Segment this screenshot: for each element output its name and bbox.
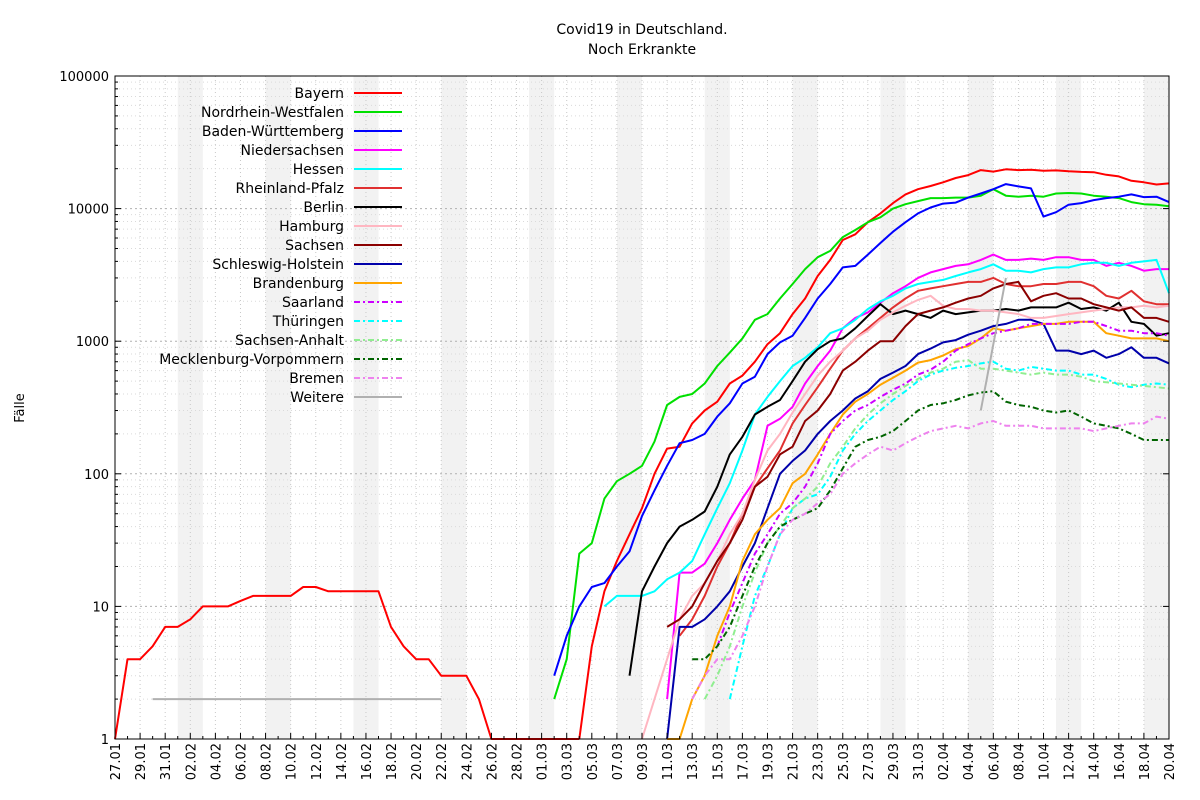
x-tick-label: 16.02 xyxy=(360,743,375,780)
x-tick-label: 14.02 xyxy=(335,743,350,780)
legend-label: Hamburg xyxy=(279,219,344,235)
weekend-band xyxy=(616,76,642,739)
x-tick-label: 27.01 xyxy=(109,743,124,780)
y-axis-label: Fälle xyxy=(13,393,28,422)
legend-label: Niedersachsen xyxy=(241,143,344,159)
series-line-mecklenburg-vorpommern xyxy=(692,390,1169,661)
legend-label: Mecklenburg-Vorpommern xyxy=(159,352,344,368)
legend-label: Bayern xyxy=(295,86,344,102)
x-tick-label: 29.01 xyxy=(134,743,149,780)
legend-label: Saarland xyxy=(282,295,344,311)
weekend-band xyxy=(1056,76,1082,739)
series-line-nordrhein-westfalen xyxy=(553,188,1170,700)
legend-label: Hessen xyxy=(293,162,344,178)
series-line-weitere xyxy=(979,277,1007,411)
legend-label: Sachsen xyxy=(285,238,344,254)
x-tick-label: 05.03 xyxy=(586,743,601,780)
x-tick-label: 31.01 xyxy=(159,743,174,780)
series-layer xyxy=(114,168,1170,740)
x-tick-label: 25.03 xyxy=(837,743,852,780)
legend-label: Schleswig-Holstein xyxy=(212,257,344,273)
x-tick-label: 24.02 xyxy=(460,743,475,780)
series-line-brandenburg xyxy=(667,320,1170,740)
weekend-band xyxy=(177,76,203,739)
x-tick-label: 12.04 xyxy=(1063,743,1078,780)
weekend-band xyxy=(1143,76,1169,739)
legend: Bayern Nordrhein-Westfalen Baden-Württembe… xyxy=(159,86,402,406)
series-line-hamburg xyxy=(641,294,1170,740)
series-line-niedersachsen xyxy=(666,253,1169,700)
x-tick-label: 21.03 xyxy=(787,743,802,780)
x-tick-label: 28.02 xyxy=(511,743,526,780)
x-tick-label: 14.04 xyxy=(1088,743,1103,780)
x-tick-label: 04.04 xyxy=(962,743,977,780)
weekend-band xyxy=(441,76,467,739)
x-tick-label: 01.03 xyxy=(536,743,551,780)
series-line-sachsen-anhalt xyxy=(703,359,1170,700)
weekend-band xyxy=(353,76,379,739)
y-tick-label: 10 xyxy=(92,600,109,615)
series-line-saarland xyxy=(716,320,1170,647)
legend-label: Nordrhein-Westfalen xyxy=(201,105,344,121)
series-line-rheinland-pfalz xyxy=(678,276,1169,637)
legend-label: Weitere xyxy=(290,390,344,406)
x-tick-label: 31.03 xyxy=(912,743,927,780)
series-line-berlin xyxy=(628,301,1170,676)
legend-label: Baden-Württemberg xyxy=(202,124,344,140)
x-tick-label: 20.02 xyxy=(410,743,425,780)
y-tick-label: 100000 xyxy=(59,70,109,85)
x-tick-label: 18.02 xyxy=(385,743,400,780)
legend-label: Bremen xyxy=(289,371,344,387)
y-tick-label: 10000 xyxy=(68,203,109,218)
y-tick-label: 100 xyxy=(84,468,109,483)
x-tick-label: 09.03 xyxy=(636,743,651,780)
series-line-schleswig-holstein xyxy=(666,318,1170,740)
series-line-hessen xyxy=(603,258,1170,608)
series-line-baden-w-rttemberg xyxy=(553,183,1170,676)
legend-label: Sachsen-Anhalt xyxy=(235,333,344,349)
legend-label: Brandenburg xyxy=(253,276,344,292)
x-tick-label: 04.02 xyxy=(209,743,224,780)
x-tick-label: 02.02 xyxy=(184,743,199,780)
x-tick-label: 10.02 xyxy=(285,743,300,780)
legend-label: Berlin xyxy=(303,200,344,216)
chart-subtitle: Noch Erkrankte xyxy=(588,42,696,58)
weekend-band xyxy=(265,76,291,739)
x-tick-label: 11.03 xyxy=(661,743,676,780)
x-axis-ticks: 27.01 29.01 31.01 02.02 04.02 06.02 08.02 10.02… xyxy=(109,733,1178,780)
x-tick-label: 06.04 xyxy=(987,743,1002,780)
x-tick-label: 12.02 xyxy=(310,743,325,780)
x-tick-label: 06.02 xyxy=(234,743,249,780)
x-tick-label: 17.03 xyxy=(736,743,751,780)
series-line-sachsen xyxy=(666,280,1170,628)
x-tick-label: 18.04 xyxy=(1138,743,1153,780)
series-line-bremen xyxy=(691,415,1170,700)
x-tick-label: 16.04 xyxy=(1113,743,1128,780)
y-tick-label: 1 xyxy=(101,733,109,748)
x-tick-label: 13.03 xyxy=(686,743,701,780)
x-tick-label: 07.03 xyxy=(611,743,626,780)
x-tick-label: 22.02 xyxy=(435,743,450,780)
x-tick-label: 02.04 xyxy=(937,743,952,780)
x-tick-label: 26.02 xyxy=(485,743,500,780)
x-tick-label: 10.04 xyxy=(1038,743,1053,780)
y-axis-ticks: 1 10 100 1000 10000 100000 xyxy=(59,70,1169,748)
y-tick-label: 1000 xyxy=(76,335,109,350)
x-tick-label: 20.04 xyxy=(1163,743,1178,780)
x-tick-label: 19.03 xyxy=(761,743,776,780)
x-tick-label: 03.03 xyxy=(561,743,576,780)
x-tick-label: 08.04 xyxy=(1012,743,1027,780)
x-tick-label: 08.02 xyxy=(260,743,275,780)
weekend-band xyxy=(529,76,555,739)
x-tick-label: 27.03 xyxy=(862,743,877,780)
legend-label: Thüringen xyxy=(272,314,344,330)
chart-title: Covid19 in Deutschland. xyxy=(556,22,727,38)
x-tick-label: 29.03 xyxy=(887,743,902,780)
x-tick-label: 15.03 xyxy=(711,743,726,780)
x-tick-label: 23.03 xyxy=(812,743,827,780)
legend-label: Rheinland-Pfalz xyxy=(236,181,344,197)
